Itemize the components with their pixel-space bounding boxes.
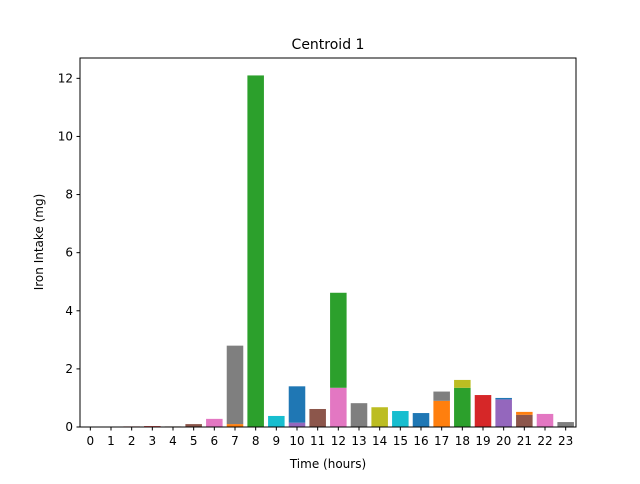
plot-frame — [79, 57, 577, 428]
y-tick-label: 4 — [65, 304, 73, 318]
bar-segment-23-0 — [557, 422, 574, 427]
x-tick-label: 7 — [231, 434, 239, 448]
x-axis-label: Time (hours) — [289, 457, 366, 471]
y-tick-label: 12 — [58, 71, 73, 85]
x-axis-ticks: 0 1 2 3 4 5 6 7 8 9 10 11 12 13 14 15 16 17 18 19 20 21 22 23 — [87, 427, 573, 448]
x-tick-label: 8 — [252, 434, 260, 448]
x-tick-label: 22 — [537, 434, 552, 448]
chart-title: Centroid 1 — [292, 37, 365, 53]
x-tick-label: 13 — [351, 434, 366, 448]
x-tick-label: 12 — [331, 434, 346, 448]
bar-segment-7-1 — [226, 345, 244, 425]
bar-segment-11-0 — [309, 408, 326, 427]
bar-segment-21-1 — [516, 411, 533, 415]
y-tick-label: 8 — [65, 188, 73, 202]
x-tick-label: 20 — [496, 434, 511, 448]
bar-segment-15-0 — [392, 411, 409, 427]
x-tick-label: 1 — [107, 434, 115, 448]
bar-segment-17-1 — [433, 391, 450, 401]
bar-segment-18-1 — [454, 379, 471, 388]
x-tick-label: 14 — [372, 434, 387, 448]
y-tick-label: 10 — [58, 129, 73, 143]
y-tick-label: 0 — [65, 420, 73, 434]
x-tick-label: 18 — [455, 434, 470, 448]
x-tick-label: 6 — [211, 434, 219, 448]
bar-segment-6-0 — [206, 418, 223, 427]
bar-segment-5-0 — [185, 424, 202, 427]
bar-segment-14-0 — [371, 407, 388, 427]
bar-segment-21-0 — [516, 414, 533, 427]
x-tick-label: 3 — [149, 434, 157, 448]
bars-group — [123, 75, 574, 427]
x-tick-label: 23 — [558, 434, 573, 448]
x-tick-label: 11 — [310, 434, 325, 448]
x-tick-label: 0 — [87, 434, 95, 448]
bar-segment-18-0 — [454, 387, 471, 427]
bar-segment-8-0 — [247, 75, 264, 427]
bar-segment-22-0 — [536, 413, 554, 427]
x-tick-label: 19 — [475, 434, 490, 448]
bar-segment-17-0 — [433, 400, 450, 427]
bar-segment-9-0 — [268, 415, 285, 427]
y-axis-ticks: 0 2 4 6 8 10 12 — [58, 71, 80, 434]
bar-segment-12-0 — [330, 387, 347, 427]
bar-segment-20-0 — [495, 399, 512, 427]
bar-segment-19-0 — [474, 395, 492, 427]
bar-segment-13-0 — [350, 403, 368, 427]
y-tick-label: 6 — [65, 246, 73, 260]
y-tick-label: 2 — [65, 362, 73, 376]
bar-segment-10-1 — [288, 386, 306, 423]
x-tick-label: 2 — [128, 434, 136, 448]
x-tick-label: 4 — [169, 434, 177, 448]
x-tick-label: 15 — [393, 434, 408, 448]
y-axis-label: Iron Intake (mg) — [32, 194, 46, 291]
x-tick-label: 5 — [190, 434, 198, 448]
x-tick-label: 21 — [517, 434, 532, 448]
bar-segment-12-1 — [330, 292, 347, 388]
x-tick-label: 10 — [289, 434, 304, 448]
x-tick-label: 17 — [434, 434, 449, 448]
bar-segment-16-0 — [412, 413, 430, 427]
x-tick-label: 9 — [273, 434, 281, 448]
bar-segment-10-0 — [288, 422, 306, 427]
bar-segment-20-1 — [495, 397, 512, 400]
x-tick-label: 16 — [413, 434, 428, 448]
bar-segment-7-0 — [226, 424, 244, 427]
